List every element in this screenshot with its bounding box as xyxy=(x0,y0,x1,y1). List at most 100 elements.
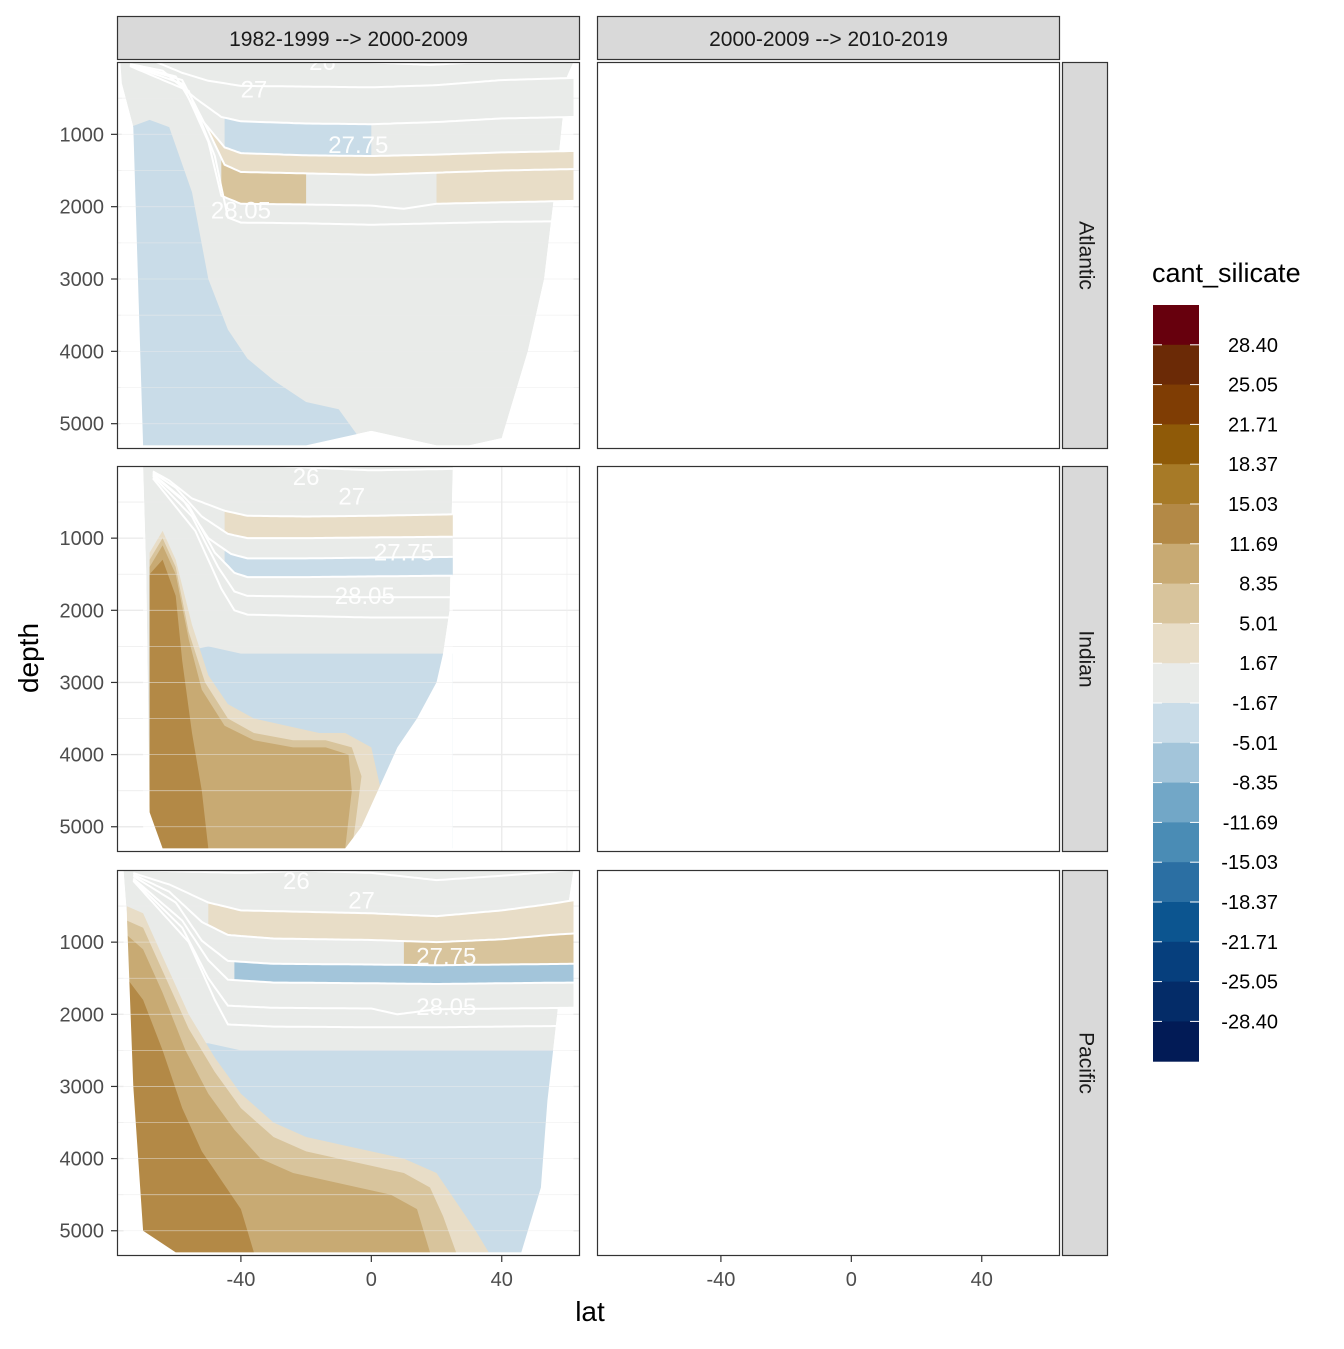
isopycnal-band-fill xyxy=(688,131,1053,209)
isopycnal-line xyxy=(610,65,1054,156)
column-strip xyxy=(116,15,581,61)
isopycnal-label: 27.75 xyxy=(854,540,914,567)
legend-break-label: 15.03 xyxy=(1228,494,1278,516)
isopycnal-line xyxy=(610,65,1054,175)
legend-swatch xyxy=(1153,941,1199,983)
legend-swatch xyxy=(1153,862,1199,903)
isopycnal-line xyxy=(132,878,574,1016)
isopycnal-label: 27.75 xyxy=(896,944,956,971)
y-tick-label: 4000 xyxy=(60,745,105,767)
isopycnal-line xyxy=(633,475,933,578)
bottom-water-contour xyxy=(126,978,254,1253)
isopycnal-band-fill xyxy=(208,900,574,943)
bottom-water-contour xyxy=(607,949,910,1252)
isopycnal-label: 27 xyxy=(348,887,375,914)
bathymetry-mask xyxy=(120,62,574,449)
bottom-water-contour xyxy=(630,567,689,848)
isopycnal-line xyxy=(152,466,453,472)
isopycnal-label: 28.05 xyxy=(691,197,751,224)
panel-border xyxy=(596,869,1061,1257)
panel-background xyxy=(597,870,1060,1256)
bathymetry-mask xyxy=(143,466,453,852)
legend-break-label: -18.37 xyxy=(1221,892,1278,914)
isopycnal-band-fill xyxy=(721,870,1054,916)
isopycnal-label: 26 xyxy=(773,464,800,491)
isopycnal-line xyxy=(613,881,1053,1028)
isopycnal-band-fill xyxy=(708,980,1054,1015)
column-strip-label: 1982-1999 --> 2000-2009 xyxy=(229,28,468,51)
panel-background xyxy=(597,466,1060,852)
isopycnal-band-fill xyxy=(708,961,1054,984)
bottom-water-contour xyxy=(130,119,365,446)
isopycnal-band-fill xyxy=(436,169,574,204)
isopycnal-band-fill xyxy=(688,900,1053,942)
y-tick-label: 1000 xyxy=(60,932,105,954)
isopycnal-line xyxy=(129,63,574,176)
row-strip-label: Pacific xyxy=(1074,1032,1097,1094)
y-tick-label: 3000 xyxy=(60,672,105,694)
x-tick-label: 40 xyxy=(491,1269,513,1291)
section-outline xyxy=(600,62,1053,445)
legend-swatch xyxy=(1153,543,1199,585)
isopycnal-line xyxy=(633,471,933,516)
y-tick-label: 3000 xyxy=(60,269,105,291)
isopycnal-band-fill xyxy=(721,1006,1054,1027)
y-tick-label: 1000 xyxy=(60,124,105,146)
isopycnal-band-fill xyxy=(721,594,933,618)
isopycnal-band-fill xyxy=(721,466,933,517)
isopycnal-line xyxy=(633,474,933,558)
isopycnal-band-fill xyxy=(224,549,453,578)
isopycnal-line xyxy=(152,473,453,579)
isopycnal-band-fill xyxy=(234,961,574,984)
isopycnal-line xyxy=(132,880,574,1029)
axes: 1000200030004000500010002000300040005000… xyxy=(60,124,993,1291)
isopycnal-line xyxy=(613,875,1053,943)
isopycnal-label: 27.75 xyxy=(416,944,476,971)
isopycnal-label: 27 xyxy=(338,483,365,510)
y-tick-label: 4000 xyxy=(60,1149,105,1171)
isopycnal-band-fill xyxy=(701,510,933,539)
isopycnal-line xyxy=(132,875,574,967)
bathymetry-mask xyxy=(604,870,1054,1256)
isopycnal-label: 27 xyxy=(721,76,748,103)
isopycnal-line xyxy=(613,873,1053,916)
x-tick-label: 0 xyxy=(846,1269,857,1291)
panel-atlantic-1: 26 27 27.75 28.05 xyxy=(117,62,580,449)
legend-swatch xyxy=(1153,623,1199,664)
bottom-water-contour xyxy=(630,632,663,849)
legend-swatch xyxy=(1153,1021,1199,1062)
row-strip-label: Atlantic xyxy=(1074,221,1097,290)
isopycnal-line xyxy=(152,470,453,518)
isopycnal-band-fill xyxy=(221,157,307,205)
y-tick-label: 4000 xyxy=(60,341,105,363)
x-tick-label: -40 xyxy=(226,1269,255,1291)
facet-strips: 1982-1999 --> 2000-2009 2000-2009 --> 201… xyxy=(116,15,1109,1257)
isopycnal-label: 28.05 xyxy=(896,994,956,1021)
y-tick-label: 5000 xyxy=(60,414,105,436)
isopycnal-label: 27.75 xyxy=(374,540,434,567)
legend-break-label: 25.05 xyxy=(1228,375,1278,397)
section-outline xyxy=(623,466,933,848)
section-base xyxy=(604,870,1054,1252)
legend-break-label: -21.71 xyxy=(1221,932,1278,954)
isopycnal-line xyxy=(610,64,1054,124)
panel-background xyxy=(597,62,1060,449)
isopycnal-band-fill xyxy=(224,510,453,539)
isopycnal-label: 28.05 xyxy=(211,197,271,224)
isopycnal-band-fill xyxy=(656,77,1054,157)
legend-break-label: -8.35 xyxy=(1232,773,1278,795)
panel-border xyxy=(116,61,581,450)
legend-swatch xyxy=(1153,663,1199,704)
isopycnal-label: 27.75 xyxy=(328,132,388,159)
legend-break-label: 18.37 xyxy=(1228,454,1278,476)
row-strip xyxy=(1061,465,1109,853)
legend-break-label: -11.69 xyxy=(1223,812,1278,834)
section-base xyxy=(600,62,1053,445)
panel-border xyxy=(596,61,1061,450)
legend-break-label: 8.35 xyxy=(1239,574,1278,596)
x-tick-label: -40 xyxy=(706,1269,735,1291)
y-tick-label: 2000 xyxy=(60,600,105,622)
legend-break-label: -25.05 xyxy=(1221,972,1278,994)
